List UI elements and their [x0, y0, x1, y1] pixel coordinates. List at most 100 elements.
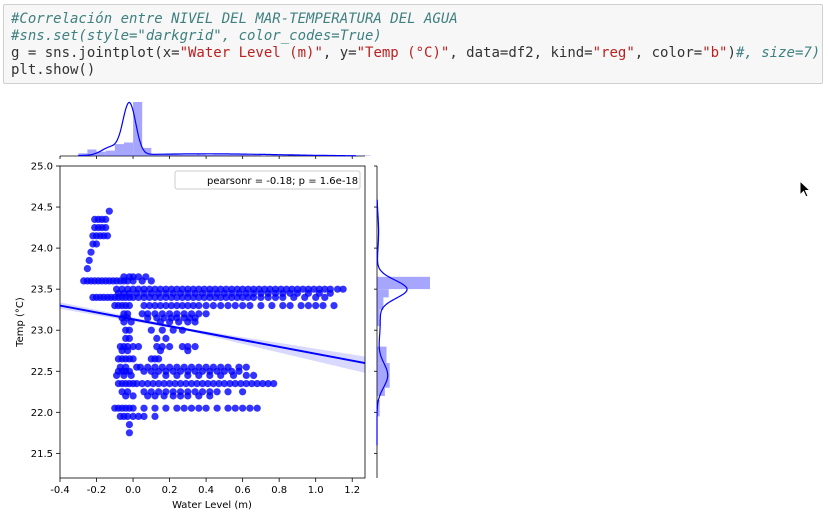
scatter-point: [176, 392, 185, 400]
x-hist-bar: [87, 149, 97, 156]
scatter-point: [213, 388, 221, 396]
y-hist-bar: [377, 297, 384, 310]
code-token: , color=: [634, 45, 703, 61]
scatter-point: [156, 347, 164, 355]
scatter-point: [184, 347, 192, 355]
code-cell[interactable]: #Correlación entre NIVEL DEL MAR-TEMPERA…: [3, 4, 823, 84]
scatter-point: [250, 371, 258, 379]
scatter-point: [239, 302, 247, 310]
x-tick-label: 0.8: [271, 485, 287, 496]
scatter-point: [124, 412, 132, 420]
scatter-point: [319, 302, 327, 310]
y-tick-label: 24.0: [31, 244, 53, 255]
scatter-point: [125, 326, 133, 334]
scatter-point: [160, 392, 168, 400]
scatter-point: [257, 293, 265, 301]
scatter-point: [120, 318, 128, 326]
scatter-point: [206, 293, 214, 301]
x-tick-label: 0.2: [162, 485, 178, 496]
scatter-point: [233, 293, 241, 301]
scatter-point: [144, 380, 152, 388]
scatter-point: [129, 277, 137, 285]
scatter-point: [191, 318, 199, 326]
x-kde-curve: [78, 101, 356, 157]
scatter-point: [310, 285, 318, 293]
scatter-point: [125, 334, 133, 342]
scatter-point: [173, 302, 181, 310]
scatter-point: [228, 293, 236, 301]
code-token: "Water Level (m)": [179, 45, 323, 61]
x-tick-label: 1.2: [344, 485, 360, 496]
scatter-point: [198, 380, 207, 388]
scatter-point: [271, 293, 280, 301]
scatter-point: [248, 380, 256, 388]
scatter-point: [213, 404, 221, 412]
scatter-point: [166, 318, 174, 326]
scatter-point: [209, 380, 217, 388]
scatter-point: [167, 302, 175, 310]
x-hist-bar: [233, 154, 243, 156]
scatter-point: [124, 277, 132, 285]
plot-output: -0.4 -0.2 0.0 0.2 0.4 0.6 0.8 1.0 1.2 21.5 22.0 22.…: [0, 92, 829, 515]
scatter-point: [184, 318, 192, 326]
scatter-point: [279, 293, 287, 301]
scatter-point: [151, 412, 159, 420]
scatter-point: [129, 293, 137, 301]
code-token: plt.show(): [11, 62, 96, 78]
x-hist-bar: [215, 154, 225, 156]
scatter-point: [202, 302, 210, 310]
scatter-point: [299, 285, 307, 293]
scatter-point: [242, 380, 250, 388]
x-tick-label: -0.4: [50, 485, 70, 496]
scatter-point: [160, 380, 168, 388]
scatter-point: [151, 404, 159, 412]
main-axes-frame: [59, 165, 366, 479]
scatter-point: [171, 380, 179, 388]
scatter-point: [312, 293, 320, 301]
scatter-point: [133, 380, 141, 388]
x-tick-label: 1.0: [308, 485, 324, 496]
scatter-point: [127, 371, 135, 379]
scatter-point: [279, 302, 287, 310]
scatter-point: [138, 310, 146, 318]
regression-layer: [59, 302, 366, 373]
scatter-point: [178, 302, 186, 310]
scatter-point: [209, 302, 217, 310]
scatter-point: [173, 293, 181, 301]
scatter-point: [105, 207, 113, 215]
scatter-point: [140, 412, 148, 420]
y-axis-label: Temp (°C): [15, 297, 26, 348]
scatter-point: [222, 293, 230, 301]
scatter-point: [167, 293, 175, 301]
scatter-point: [270, 380, 278, 388]
scatter-point: [217, 302, 225, 310]
scatter-point: [297, 302, 305, 310]
x-hist-bar: [279, 155, 289, 156]
legend-box: [174, 170, 361, 190]
y-tick-label: 21.5: [31, 449, 53, 460]
x-hist-bar: [352, 155, 362, 156]
scatter-point: [140, 293, 148, 301]
scatter-point: [187, 380, 196, 388]
code-line: #sns.set(style="darkgrid", color_codes=T…: [11, 28, 822, 45]
scatter-point: [155, 355, 163, 363]
scatter-point: [217, 293, 225, 301]
scatter-point: [184, 293, 192, 301]
scatter-point: [140, 302, 148, 310]
scatter-point: [102, 215, 110, 223]
code-token: #, size=7): [735, 45, 821, 61]
scatter-point: [200, 293, 208, 301]
mouse-cursor-icon: [799, 180, 812, 198]
scatter-point: [120, 371, 128, 379]
x-hist-bar: [169, 154, 179, 156]
scatter-point: [206, 392, 214, 400]
scatter-point: [166, 380, 174, 388]
scatter-point: [127, 318, 135, 326]
y-hist-bar: [377, 346, 387, 363]
code-token: #sns.set(style="darkgrid", color_codes=T…: [11, 28, 382, 44]
scatter-point: [246, 302, 254, 310]
y-marginal-histogram: [374, 165, 430, 478]
scatter-point: [231, 380, 239, 388]
scatter-point: [134, 343, 143, 351]
x-hist-bar: [224, 154, 234, 156]
